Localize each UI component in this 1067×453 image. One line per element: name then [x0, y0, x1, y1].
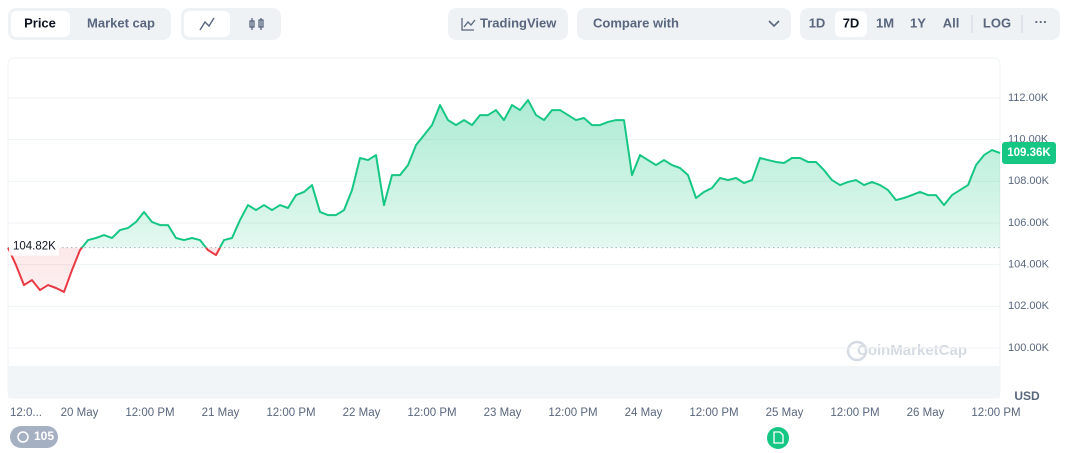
y-tick-label: 106.00K — [1008, 217, 1050, 229]
baseline-label: 104.82K — [13, 241, 56, 253]
baseline-label-bg — [9, 237, 59, 256]
x-tick-label: 12:00 PM — [266, 407, 315, 419]
tradingview-label: TradingView — [480, 15, 557, 30]
y-tick-label: 108.00K — [1008, 175, 1050, 187]
clock-icon — [17, 431, 29, 443]
x-tick-label: 12:00 PM — [830, 407, 879, 419]
log-btn[interactable]: LOG — [983, 15, 1011, 30]
watermark: CoinMarketCap — [857, 342, 967, 359]
note-icon — [773, 431, 784, 444]
x-tick-label: 20 May — [61, 407, 99, 419]
tab[interactable]: Price — [24, 15, 56, 30]
price-line — [7, 99, 1001, 248]
more-btn[interactable]: ··· — [1035, 14, 1048, 29]
x-tick-label: 12:00 PM — [689, 407, 738, 419]
x-tick-label: 25 May — [766, 407, 804, 419]
range-btn[interactable]: 1D — [809, 15, 826, 30]
last-price-label: 109.36K — [1007, 147, 1051, 159]
note-marker[interactable] — [767, 427, 789, 449]
watermark-logo — [846, 340, 868, 362]
area-down — [8, 247, 220, 292]
range-btn[interactable]: 1M — [876, 15, 894, 30]
x-tick-label: 26 May — [907, 407, 945, 419]
x-tick-label: 23 May — [484, 407, 522, 419]
line-icon — [199, 17, 215, 31]
y-tick-label: 102.00K — [1008, 300, 1050, 312]
compare-label: Compare with — [593, 15, 679, 30]
x-tick-label: 12:0... — [10, 407, 42, 419]
compare-select[interactable] — [577, 8, 791, 40]
currency-label: USD — [1014, 389, 1040, 403]
chevron — [768, 20, 780, 28]
tab[interactable]: Market cap — [87, 15, 155, 30]
x-tick-label: 12:00 PM — [407, 407, 456, 419]
x-tick-label: 22 May — [343, 407, 381, 419]
y-tick-label: 100.00K — [1008, 342, 1050, 354]
volume-band — [8, 366, 1000, 398]
x-tick-label: 12:00 PM — [125, 407, 174, 419]
y-tick-label: 112.00K — [1008, 92, 1049, 104]
range-btn[interactable]: 1Y — [910, 15, 926, 30]
last-price-bg — [1002, 142, 1056, 164]
y-tick-label: 104.00K — [1008, 259, 1050, 271]
x-tick-label: 12:00 PM — [971, 407, 1020, 419]
x-tick-label: 21 May — [202, 407, 240, 419]
range-btn[interactable]: 7D — [843, 15, 860, 30]
x-tick-label: 12:00 PM — [548, 407, 597, 419]
range-active-bg — [835, 11, 867, 37]
tv-icon — [461, 18, 476, 31]
tradingview-btn[interactable] — [448, 8, 568, 40]
candle-style-btn[interactable] — [249, 18, 264, 30]
x-tick-label: 24 May — [625, 407, 663, 419]
tab-active-bg — [11, 11, 70, 37]
plot: 100.00K102.00K104.00K106.00K108.00K110.0… — [7, 92, 1056, 419]
events-count: 105 — [34, 429, 54, 443]
range-btn[interactable]: All — [943, 15, 960, 30]
area-up — [8, 100, 1000, 248]
